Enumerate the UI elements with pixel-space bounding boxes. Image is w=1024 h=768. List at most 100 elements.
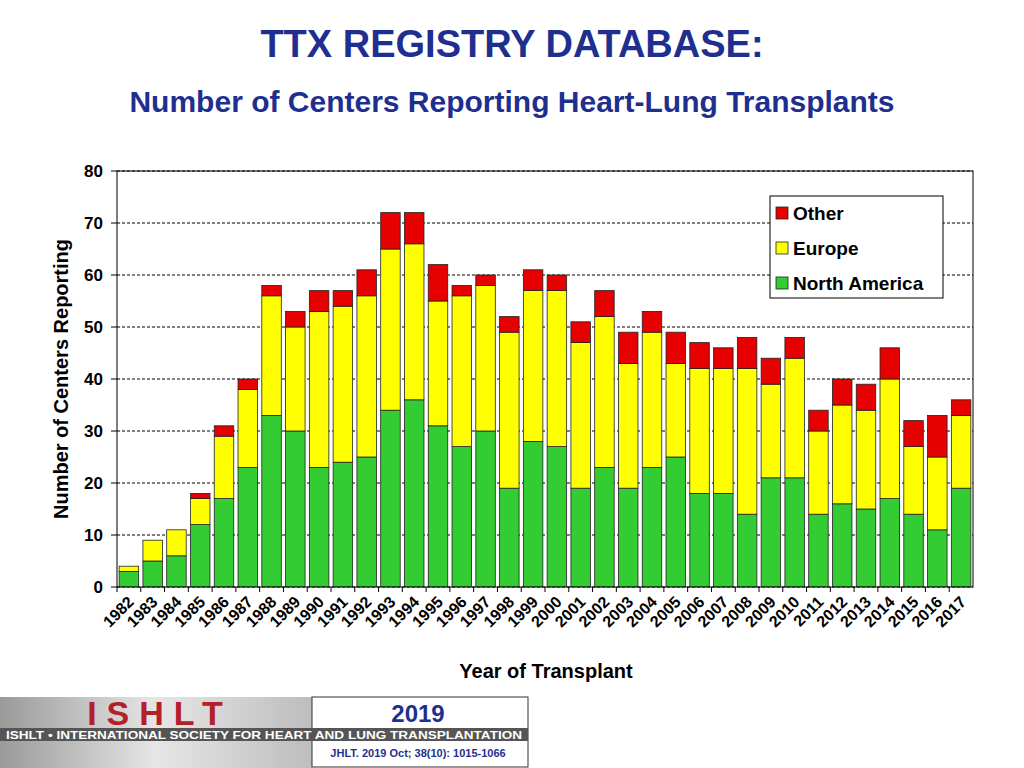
bar [547, 447, 566, 587]
y-tick [111, 327, 117, 328]
bar [428, 301, 447, 426]
grid: 01020304050607080 [84, 162, 973, 597]
bar [951, 488, 970, 587]
x-tick [830, 587, 831, 592]
x-tick [354, 587, 355, 592]
bar [571, 343, 590, 489]
x-tick-label: 2017 [932, 593, 969, 630]
society-strip [0, 728, 528, 741]
bar [761, 358, 780, 384]
bar [714, 493, 733, 587]
bar [119, 566, 138, 567]
bar [357, 270, 376, 296]
title: TTX REGISTRY DATABASE: [260, 23, 763, 65]
bar [428, 426, 447, 587]
grid-line [117, 327, 973, 328]
bar [286, 327, 305, 431]
bar [143, 561, 162, 587]
bar [238, 467, 257, 587]
y-tick-label: 50 [84, 318, 103, 337]
y-tick-label: 10 [84, 526, 103, 545]
bar [381, 410, 400, 587]
bar [238, 389, 257, 467]
bar [690, 343, 709, 369]
bar [666, 332, 685, 363]
x-tick [806, 587, 807, 592]
bar [880, 379, 899, 499]
bar [832, 405, 851, 504]
bar [809, 514, 828, 587]
bar [214, 499, 233, 587]
footer-year: 2019 [391, 700, 444, 727]
plot-frame [117, 171, 973, 587]
bar [928, 457, 947, 530]
x-tick [140, 587, 141, 592]
bar [951, 415, 970, 488]
bar [547, 291, 566, 447]
legend-label: Other [793, 203, 844, 224]
x-tick [663, 587, 664, 592]
x-tick [307, 587, 308, 592]
bar [737, 369, 756, 515]
y-tick-label: 80 [84, 162, 103, 181]
legend-label: North America [793, 273, 924, 294]
bar [666, 363, 685, 457]
x-tick [735, 587, 736, 592]
y-tick [111, 379, 117, 380]
bar [666, 457, 685, 587]
bar [618, 332, 637, 363]
x-tick [497, 587, 498, 592]
bar [381, 249, 400, 410]
bar [333, 306, 352, 462]
x-tick [164, 587, 165, 592]
bar [238, 379, 257, 389]
legend: OtherEuropeNorth America [770, 196, 943, 298]
bar [904, 447, 923, 515]
bar [500, 332, 519, 488]
bar [571, 488, 590, 587]
x-tick [212, 587, 213, 592]
bar [880, 499, 899, 587]
y-tick [111, 587, 117, 588]
legend-swatch [776, 207, 788, 219]
x-tick [473, 587, 474, 592]
bar [476, 285, 495, 431]
bar [714, 369, 733, 494]
bar [452, 447, 471, 587]
x-tick [854, 587, 855, 592]
bar [309, 291, 328, 312]
x-tick [925, 587, 926, 592]
chart: TTX REGISTRY DATABASE: Number of Centers … [0, 0, 1024, 768]
bar [761, 478, 780, 587]
bar [404, 400, 423, 587]
bar [856, 410, 875, 509]
bar [951, 400, 970, 416]
y-tick-label: 70 [84, 214, 103, 233]
bar [167, 556, 186, 587]
bar [428, 265, 447, 301]
x-tick [188, 587, 189, 592]
bar [500, 488, 519, 587]
x-tick [592, 587, 593, 592]
x-tick [426, 587, 427, 592]
bar [333, 462, 352, 587]
bar [357, 457, 376, 587]
bar [404, 213, 423, 244]
bar [452, 285, 471, 295]
x-tick [117, 587, 118, 592]
bar [214, 426, 233, 436]
bar [737, 514, 756, 587]
y-tick-label: 40 [84, 370, 103, 389]
bar [856, 384, 875, 410]
x-tick [616, 587, 617, 592]
bar [809, 431, 828, 514]
legend-swatch [776, 242, 788, 254]
bar [928, 530, 947, 587]
bar [832, 504, 851, 587]
x-tick [331, 587, 332, 592]
bar [880, 348, 899, 379]
bar [476, 431, 495, 587]
x-tick [759, 587, 760, 592]
subtitle: Number of Centers Reporting Heart-Lung T… [129, 85, 894, 118]
bar [262, 296, 281, 416]
